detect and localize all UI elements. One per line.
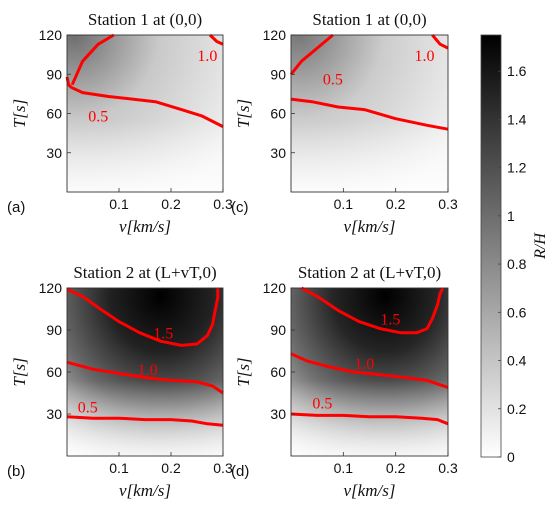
y-tick-label: 120 [39, 280, 63, 296]
colorbar-gradient [480, 34, 502, 458]
x-tick-label: 0.3 [438, 196, 458, 212]
colorbar-tick-label: 0.2 [507, 401, 527, 417]
y-tick-label: 90 [46, 322, 62, 338]
panel-title: Station 1 at (0,0) [312, 10, 426, 29]
contour-d-1 [290, 352, 449, 389]
panel-tag: (d) [231, 463, 249, 480]
contour-a-1 [70, 33, 115, 86]
y-tick-label: 60 [46, 364, 62, 380]
y-axis-label: T[s] [10, 357, 29, 386]
panel-d: 0.5 1.0 1.5 0.1 0.2 0.3 30 60 90 120 Station 2 at … [231, 263, 458, 500]
x-tick-label: 0.1 [334, 460, 354, 476]
contour-b-2 [66, 288, 220, 347]
panel-b: 0.5 1.0 1.5 0.1 0.2 0.3 30 60 90 120 Station 2 at … [7, 263, 233, 500]
y-axis-label: T[s] [10, 99, 29, 128]
colorbar-label: R/H [532, 232, 549, 260]
panel-tag: (c) [231, 199, 249, 216]
contour-label: 0.5 [78, 400, 98, 417]
y-tick-label: 60 [270, 364, 286, 380]
x-tick-label: 0.3 [213, 196, 233, 212]
x-tick-label: 0.2 [386, 460, 406, 476]
x-tick-label: 0.3 [438, 460, 458, 476]
contour-c-2 [431, 34, 449, 50]
x-axis-label: v[km/s] [119, 217, 171, 236]
y-axis-label: T[s] [234, 357, 253, 386]
y-tick-label: 120 [263, 280, 287, 296]
colorbar-ticks: 0 0.2 0.4 0.6 0.8 1 1.2 1.4 1.6 [498, 63, 527, 465]
y-axis-label: T[s] [234, 99, 253, 128]
y-tick-label: 120 [263, 27, 287, 43]
contour-label: 1.5 [153, 325, 173, 342]
colorbar: 0 0.2 0.4 0.6 0.8 1 1.2 1.4 1.6 R/H [480, 34, 549, 465]
x-tick-label: 0.1 [334, 196, 354, 212]
contour-c-1 [289, 33, 334, 76]
panel-title: Station 2 at (L+vT,0) [73, 263, 216, 282]
contour-label: 0.5 [323, 72, 343, 89]
y-tick-label: 90 [270, 322, 286, 338]
y-tick-label: 30 [270, 145, 286, 161]
x-tick-label: 0.2 [161, 460, 181, 476]
x-tick-label: 0.2 [386, 196, 406, 212]
contour-a-2 [208, 33, 224, 46]
contour-label: 0.5 [88, 108, 108, 125]
y-tick-label: 30 [46, 145, 62, 161]
contour-label: 1.0 [354, 356, 374, 373]
contour-label: 1.0 [138, 362, 158, 379]
contour-label: 1.0 [414, 48, 434, 65]
panels-layer: 0.5 1.0 0.1 0.2 0.3 30 60 90 120 Station 1 at (0,… [7, 10, 458, 500]
x-tick-label: 0.2 [161, 196, 181, 212]
y-tick-label: 30 [46, 406, 62, 422]
y-tick-label: 60 [270, 106, 286, 122]
x-tick-label: 0.1 [109, 460, 129, 476]
panel-title: Station 2 at (L+vT,0) [298, 263, 441, 282]
x-tick-label: 0.3 [213, 460, 233, 476]
contour-c-0 [290, 97, 449, 131]
contour-label: 1.5 [380, 311, 400, 328]
contour-b-0 [66, 415, 224, 427]
y-tick-label: 90 [46, 66, 62, 82]
x-tick-label: 0.1 [109, 196, 129, 212]
panel-tag: (b) [7, 463, 25, 480]
colorbar-tick-label: 0.4 [507, 353, 527, 369]
contour-d-2 [300, 286, 445, 335]
x-axis-label: v[km/s] [344, 481, 396, 500]
panel-title: Station 1 at (0,0) [88, 10, 202, 29]
colorbar-tick-label: 0.6 [507, 304, 527, 320]
colorbar-tick-label: 1.4 [507, 111, 527, 127]
heatmap-fade-c [291, 121, 448, 192]
colorbar-tick-label: 0.8 [507, 256, 527, 272]
contour-label: 0.5 [312, 395, 332, 412]
colorbar-tick-label: 0 [507, 449, 515, 465]
heatmap-fade-a [67, 121, 223, 192]
x-axis-label: v[km/s] [344, 217, 396, 236]
colorbar-tick-label: 1.6 [507, 63, 527, 79]
panel-c: 0.5 1.0 0.1 0.2 0.3 30 60 90 120 Station 1 at (0,… [231, 10, 458, 236]
contour-b-1 [66, 360, 224, 395]
contour-a-0 [65, 76, 224, 128]
y-tick-label: 30 [270, 406, 286, 422]
panel-a: 0.5 1.0 0.1 0.2 0.3 30 60 90 120 Station 1 at (0,… [7, 10, 233, 236]
y-tick-label: 60 [46, 106, 62, 122]
y-tick-label: 90 [270, 66, 286, 82]
contour-d-0 [290, 412, 449, 426]
colorbar-tick-label: 1 [507, 208, 515, 224]
y-tick-label: 120 [39, 27, 63, 43]
panel-tag: (a) [7, 199, 25, 216]
x-axis-label: v[km/s] [119, 481, 171, 500]
contour-label: 1.0 [197, 48, 217, 65]
colorbar-tick-label: 1.2 [507, 160, 527, 176]
